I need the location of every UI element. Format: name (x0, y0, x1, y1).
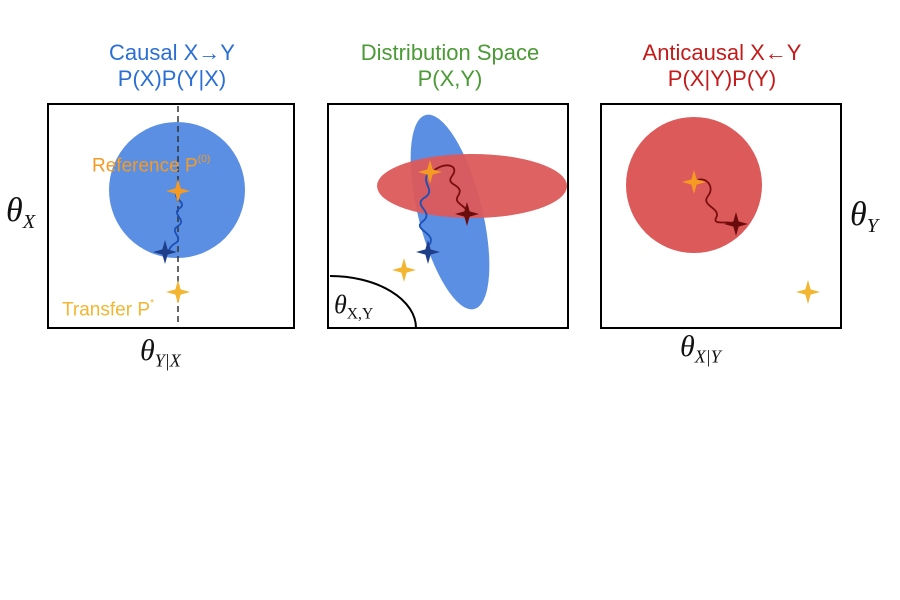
theta-symbol: θ (334, 290, 347, 319)
causal-x-axis-sub: Y|X (154, 350, 181, 371)
causal-x-axis-label: θY|X (140, 334, 181, 371)
causal-title: Causal X→Y P(X)P(Y|X) (32, 40, 312, 92)
anticausal-y-axis-label: θY (850, 196, 878, 238)
anticausal-red-star-icon (724, 212, 748, 236)
reference-label: Reference P(0) (92, 154, 210, 177)
distribution-corner-arc (329, 275, 417, 328)
causal-y-axis-label: θX (6, 192, 35, 234)
transfer-label: Transfer P* (62, 298, 154, 321)
causal-fitted-star-icon (153, 240, 177, 264)
distribution-title: Distribution Space P(X,Y) (310, 40, 590, 92)
distribution-red-path (431, 164, 468, 215)
anticausal-title-line2: P(X|Y)P(Y) (667, 66, 777, 91)
causal-y-axis-sub: X (22, 211, 36, 234)
anticausal-reference-star-icon (682, 170, 706, 194)
anticausal-y-axis-sub: Y (866, 215, 879, 238)
transfer-label-text: Transfer P (62, 299, 150, 321)
theta-symbol: θ (680, 330, 695, 363)
theta-symbol: θ (6, 192, 23, 229)
distribution-blue-star-icon (416, 240, 440, 264)
anticausal-x-axis-label: θX|Y (680, 330, 721, 367)
causal-title-line2: P(X)P(Y|X) (117, 66, 227, 91)
distribution-corner-label: θX,Y (334, 290, 373, 323)
causal-transfer-star-icon (166, 280, 190, 304)
reference-label-sup: (0) (197, 154, 211, 165)
theta-symbol: θ (850, 196, 867, 233)
distribution-corner-sub: X,Y (346, 305, 374, 323)
anticausal-title: Anticausal X←Y P(X|Y)P(Y) (582, 40, 862, 92)
causal-title-line1: Causal X→Y (109, 40, 235, 65)
transfer-label-sup: * (150, 298, 155, 309)
anticausal-title-line1: Anticausal X←Y (642, 40, 802, 65)
theta-symbol: θ (140, 334, 155, 367)
reference-label-text: Reference P (92, 155, 198, 177)
distribution-title-line1: Distribution Space (360, 40, 540, 65)
anticausal-red-path (693, 178, 735, 225)
distribution-red-star-icon (455, 202, 479, 226)
anticausal-transfer-star-icon (796, 280, 820, 304)
anticausal-x-axis-sub: X|Y (694, 346, 721, 367)
distribution-reference-star-icon (418, 160, 442, 184)
distribution-transfer-star-icon (392, 258, 416, 282)
distribution-title-line2: P(X,Y) (417, 66, 483, 91)
causal-reference-star-icon (166, 179, 190, 203)
distribution-red-ellipse (377, 154, 567, 218)
causal-blue-path (165, 190, 183, 253)
